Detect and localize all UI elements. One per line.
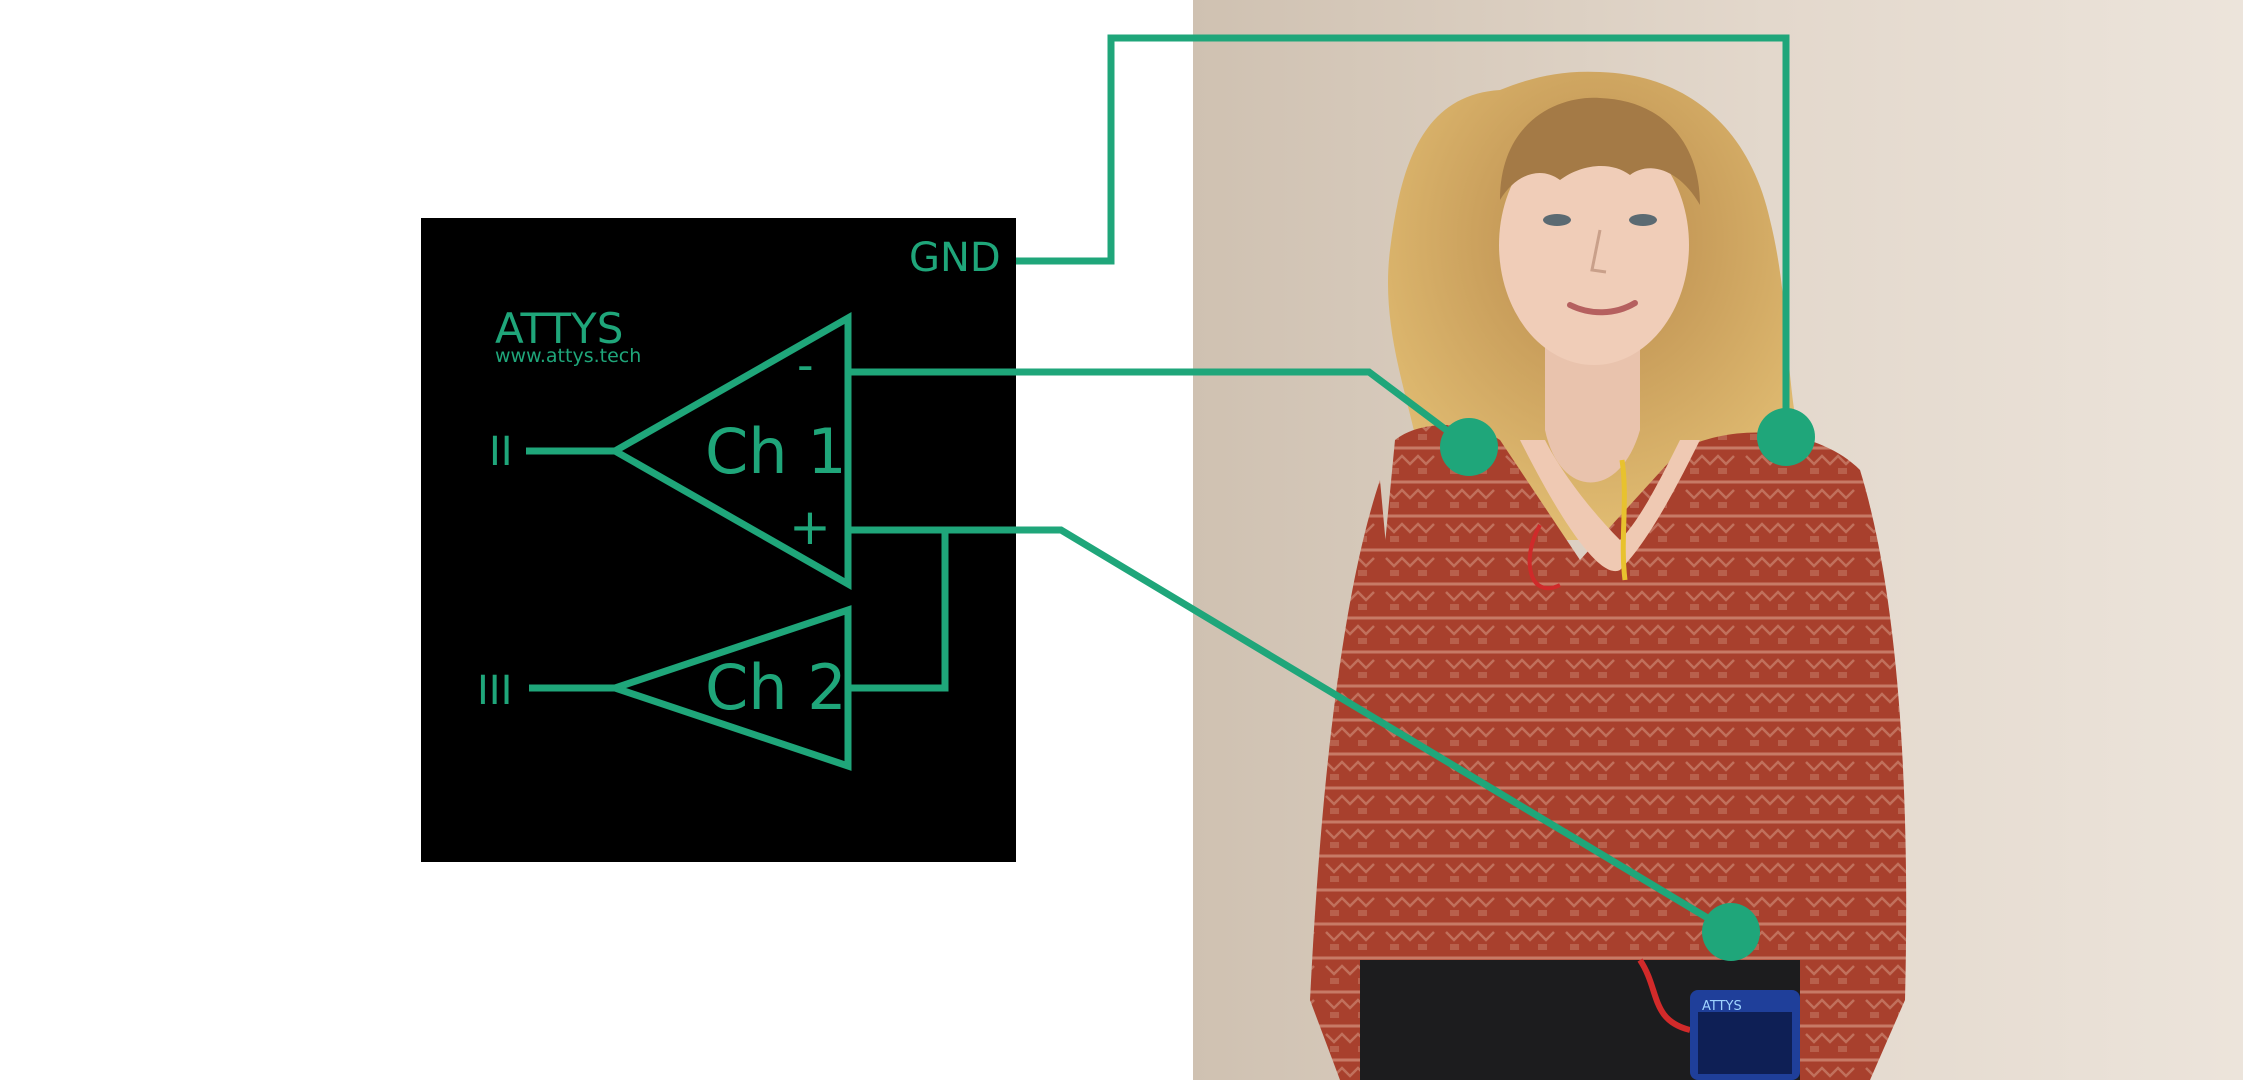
left-shoulder-electrode — [1757, 408, 1815, 466]
bangs — [1500, 97, 1700, 205]
left-hip-electrode — [1702, 903, 1760, 961]
ch1-amplifier-symbol — [607, 311, 852, 591]
lead-iii-label: III — [477, 668, 512, 714]
ch1-plus-input-label: + — [789, 498, 831, 556]
lead-ii-label: II — [489, 429, 513, 475]
right-shoulder-electrode — [1440, 418, 1498, 476]
red-lead — [1527, 524, 1561, 591]
ch1-minus-input-label: - — [797, 338, 814, 392]
ch1-label: Ch 1 — [705, 415, 847, 488]
neck — [1545, 330, 1640, 483]
gnd-wire — [1016, 34, 1790, 437]
ch2-label: Ch 2 — [705, 651, 847, 724]
minus-wire — [848, 368, 1472, 450]
left-eye — [1543, 214, 1571, 226]
subject-photo: ATTYS — [1193, 0, 2243, 1080]
nose — [1590, 229, 1607, 274]
neckline — [1520, 440, 1700, 572]
gnd-label: GND — [909, 235, 1001, 281]
plus-wire — [848, 526, 1733, 936]
attys-brand-label: ATTYS — [495, 304, 623, 353]
ch2-plus-tie-wire — [848, 530, 949, 692]
face — [1499, 125, 1689, 365]
mouth — [1567, 300, 1638, 316]
attys-url-label: www.attys.tech — [495, 345, 641, 367]
attys-device-label: ATTYS — [1702, 999, 1742, 1014]
attys-amplifier-box — [421, 218, 1016, 862]
right-eye — [1629, 214, 1657, 226]
attys-device: ATTYS — [1690, 990, 1800, 1080]
yellow-lead — [1619, 459, 1628, 581]
device-cables — [1637, 958, 1691, 1033]
